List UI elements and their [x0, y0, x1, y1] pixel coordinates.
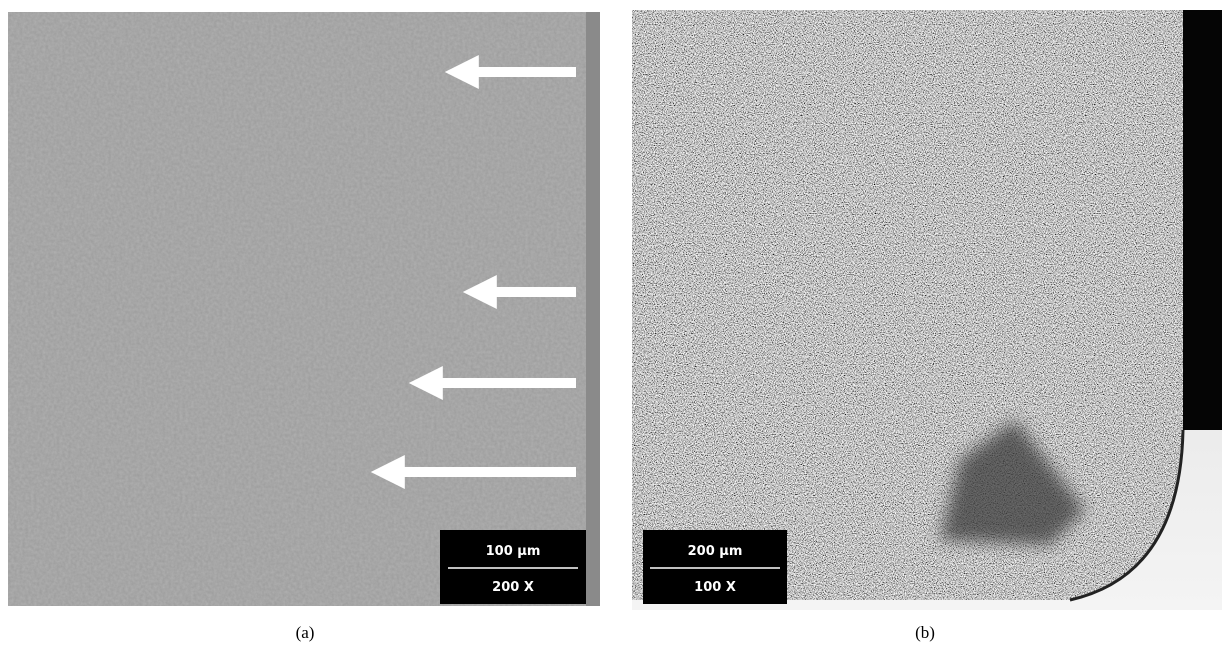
magnification: 100 X — [694, 580, 736, 595]
scale-label: 100 µm — [486, 544, 541, 559]
panel-b: 200 µm 100 X (b) — [632, 10, 1222, 642]
edge-strip — [586, 12, 600, 606]
caption: (b) — [915, 623, 935, 642]
surface-texture — [8, 12, 600, 606]
figure: 100 µm 200 X (a) 200 µm 100 X (b) — [0, 0, 1226, 647]
panel-a: 100 µm 200 X (a) — [8, 12, 600, 642]
caption: (a) — [296, 623, 315, 642]
dark-region — [1183, 10, 1222, 430]
scale-label: 200 µm — [688, 544, 743, 559]
speckle-texture — [632, 10, 1183, 600]
magnification: 200 X — [492, 580, 534, 595]
